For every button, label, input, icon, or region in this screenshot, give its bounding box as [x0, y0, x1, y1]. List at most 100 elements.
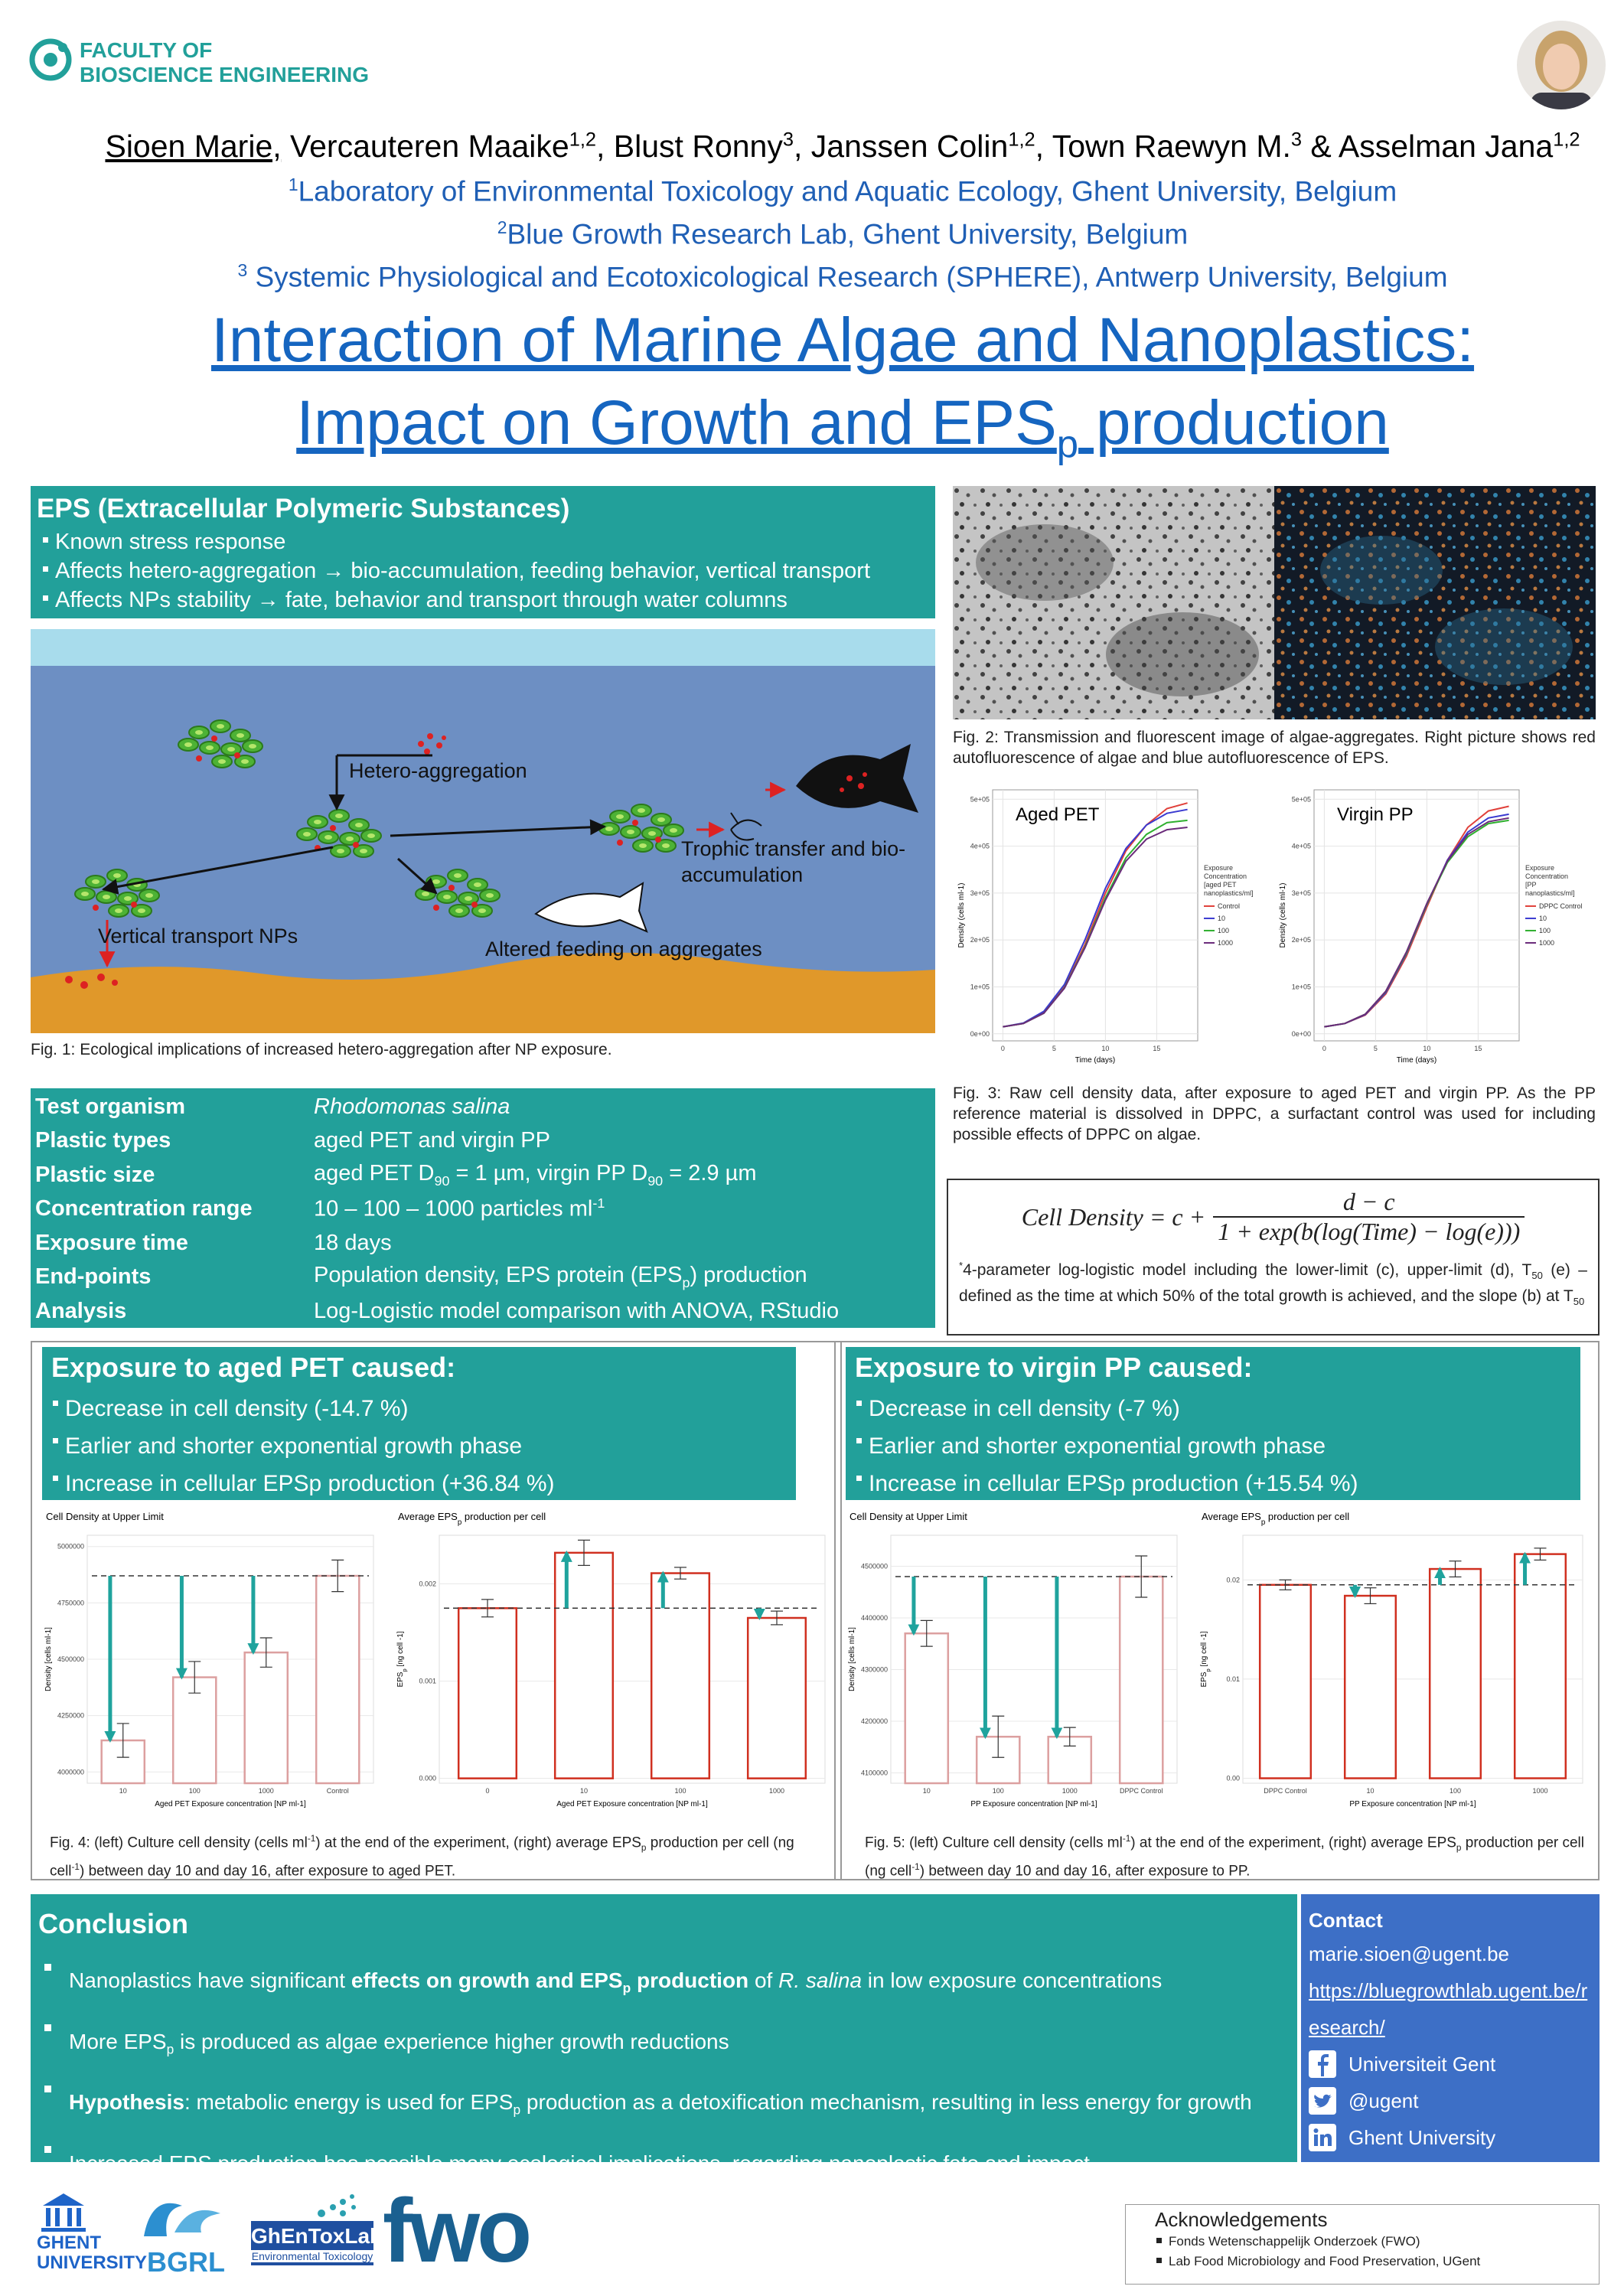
text-run: 1,2 — [569, 129, 597, 151]
text-run: ) between day 10 and day 16, after expos… — [79, 1863, 456, 1880]
text-run: 3 — [1290, 129, 1303, 151]
bullet-item: More EPSp is produced as algae experienc… — [38, 2015, 1290, 2076]
legend-label: Control — [1218, 902, 1240, 910]
y-tick-label: 4750000 — [57, 1599, 84, 1606]
text-run: : metabolic energy is used for EPS — [184, 2090, 514, 2115]
x-tick-label: 5 — [1374, 1045, 1378, 1052]
logo-text: UNIVERSITY — [37, 2252, 148, 2273]
error-bar — [1364, 1587, 1377, 1605]
text-run: Systemic Physiological and Ecotoxicologi… — [247, 261, 1448, 293]
y-axis-label: Density [cells ml-1] — [848, 1627, 856, 1691]
y-tick-label: 0.00 — [1226, 1775, 1240, 1782]
social-text[interactable]: Ghent University — [1348, 2126, 1496, 2149]
logo-text: GHENT — [37, 2232, 101, 2253]
section-heading: EPS (Extracellular Polymeric Substances) — [37, 494, 570, 523]
text-run: p — [401, 1668, 408, 1671]
plot-panel — [1313, 789, 1520, 1042]
bullet-item: Affects hetero-aggregation → bio-accumul… — [41, 556, 929, 585]
row-label: Test organism — [35, 1094, 186, 1119]
x-tick-label: 10 — [119, 1787, 127, 1795]
text-run: Rhodomonas salina — [314, 1094, 510, 1119]
text-run: production — [631, 1968, 749, 1992]
y-tick-label: 5e+05 — [970, 795, 990, 803]
figure-label: Trophic transfer and bio-accumulation — [681, 837, 906, 886]
error-bar — [1063, 1727, 1076, 1746]
text-run: p — [682, 1275, 690, 1291]
x-tick-label: DPPC Control — [1120, 1787, 1163, 1795]
table-row: Analysis Log-Logistic model comparison wi… — [31, 1294, 935, 1329]
social-text[interactable]: Universiteit Gent — [1348, 2053, 1496, 2076]
x-tick-label: 1000 — [769, 1787, 784, 1795]
error-bar — [992, 1715, 1005, 1758]
text-run: 1,2 — [1553, 129, 1580, 151]
y-tick-label: 4e+05 — [970, 843, 990, 850]
text-run: 2 — [497, 217, 507, 237]
text-run: Fig. 4: (left) Culture cell density (cel… — [50, 1835, 308, 1851]
error-bar — [1534, 1548, 1547, 1561]
table-row: Plastic types aged PET and virgin PP — [31, 1124, 935, 1159]
text-run: R. salina — [778, 1968, 863, 1992]
text-run: , Janssen Colin — [794, 129, 1009, 164]
social-row: @ugent — [1309, 2082, 1592, 2119]
contact-email[interactable]: marie.sioen@ugent.be — [1309, 1942, 1509, 1965]
x-tick-label: 0 — [1322, 1045, 1326, 1052]
text-run: p — [1261, 1518, 1266, 1527]
text-run: p — [166, 2041, 174, 2057]
bgrl-logo-icon — [144, 2203, 220, 2236]
error-bar — [1449, 1561, 1462, 1578]
figure-caption: Fig. 4: (left) Culture cell density (cel… — [50, 1829, 823, 1880]
error-bar — [116, 1723, 129, 1758]
chart-title: Average EPSp production per cell — [1202, 1511, 1349, 1527]
y-tick-label: 0e+00 — [970, 1030, 990, 1038]
x-tick-label: 10 — [1366, 1787, 1374, 1795]
legend-title: nanoplastics/ml] — [1525, 889, 1575, 897]
bullet-list: Known stress response Affects hetero-aggr… — [37, 527, 929, 615]
section-heading: Conclusion — [38, 1908, 188, 1939]
bullet-item: Affects NPs stability → fate, behavior a… — [41, 585, 929, 615]
text-run: -1 — [307, 1834, 316, 1844]
text-run: production per cell — [461, 1511, 546, 1522]
ugent-logo-icon — [41, 2193, 86, 2232]
bar — [1258, 1583, 1313, 1779]
bullet-list: Nanoplastics have significant effects on… — [38, 1954, 1290, 2190]
row-value: Population density, EPS protein (EPSp) p… — [314, 1263, 807, 1291]
logo-text: BIOSCIENCE ENGINEERING — [80, 63, 370, 86]
contact-url[interactable]: https://bluegrowthlab.ugent.be/research/ — [1309, 1979, 1588, 2039]
bar — [1118, 1575, 1164, 1785]
text-run: Hypothesis — [69, 2090, 184, 2115]
text-run: Nanoplastics have significant — [69, 1968, 351, 1992]
x-tick-label: 1000 — [1062, 1787, 1078, 1795]
legend-label: 1000 — [1539, 939, 1554, 947]
bar — [904, 1632, 950, 1785]
row-label: Concentration range — [35, 1196, 253, 1221]
social-text[interactable]: @ugent — [1348, 2089, 1419, 2112]
text-run: [ng cell -1] — [396, 1631, 405, 1668]
formula-lhs: Cell Density = c + — [1021, 1202, 1206, 1231]
text-run: Average EPS — [398, 1511, 458, 1522]
text-run: -1 — [592, 1195, 605, 1212]
text-run: Vercauteren Maaike — [281, 129, 569, 164]
text-run: 1 — [288, 174, 298, 194]
y-tick-label: 4500000 — [57, 1655, 84, 1663]
table-row: Plastic size aged PET D90 = 1 µm, virgin … — [31, 1158, 935, 1192]
text-run: aged PET D — [314, 1160, 435, 1186]
text-run: Average EPS — [1202, 1511, 1261, 1522]
x-tick-label: 0 — [485, 1787, 489, 1795]
x-tick-label: 10 — [1423, 1045, 1430, 1052]
y-tick-label: 0.001 — [419, 1678, 436, 1685]
row-value: Rhodomonas salina — [314, 1094, 510, 1120]
x-tick-label: 10 — [923, 1787, 931, 1795]
text-run: 90 — [647, 1172, 664, 1189]
results-box: Exposure to virgin PP caused: Decrease i… — [846, 1347, 1580, 1500]
micrographs — [953, 486, 1596, 719]
poster-title: Impact on Growth and EPSp production — [61, 387, 1624, 466]
ugent-logo: GHENT UNIVERSITY — [37, 2233, 147, 2273]
contact-heading: Contact — [1309, 1909, 1383, 1932]
error-bar — [188, 1661, 201, 1694]
x-tick-label: 5 — [1052, 1045, 1056, 1052]
chart-title: Aged PET — [1016, 804, 1100, 825]
y-tick-label: 4000000 — [57, 1768, 84, 1776]
table-row: Concentration range 10 – 100 – 1000 parti… — [31, 1192, 935, 1227]
model-note: *4-parameter log-logistic model includin… — [959, 1255, 1587, 1312]
x-tick-label: DPPC Control — [1264, 1787, 1307, 1795]
